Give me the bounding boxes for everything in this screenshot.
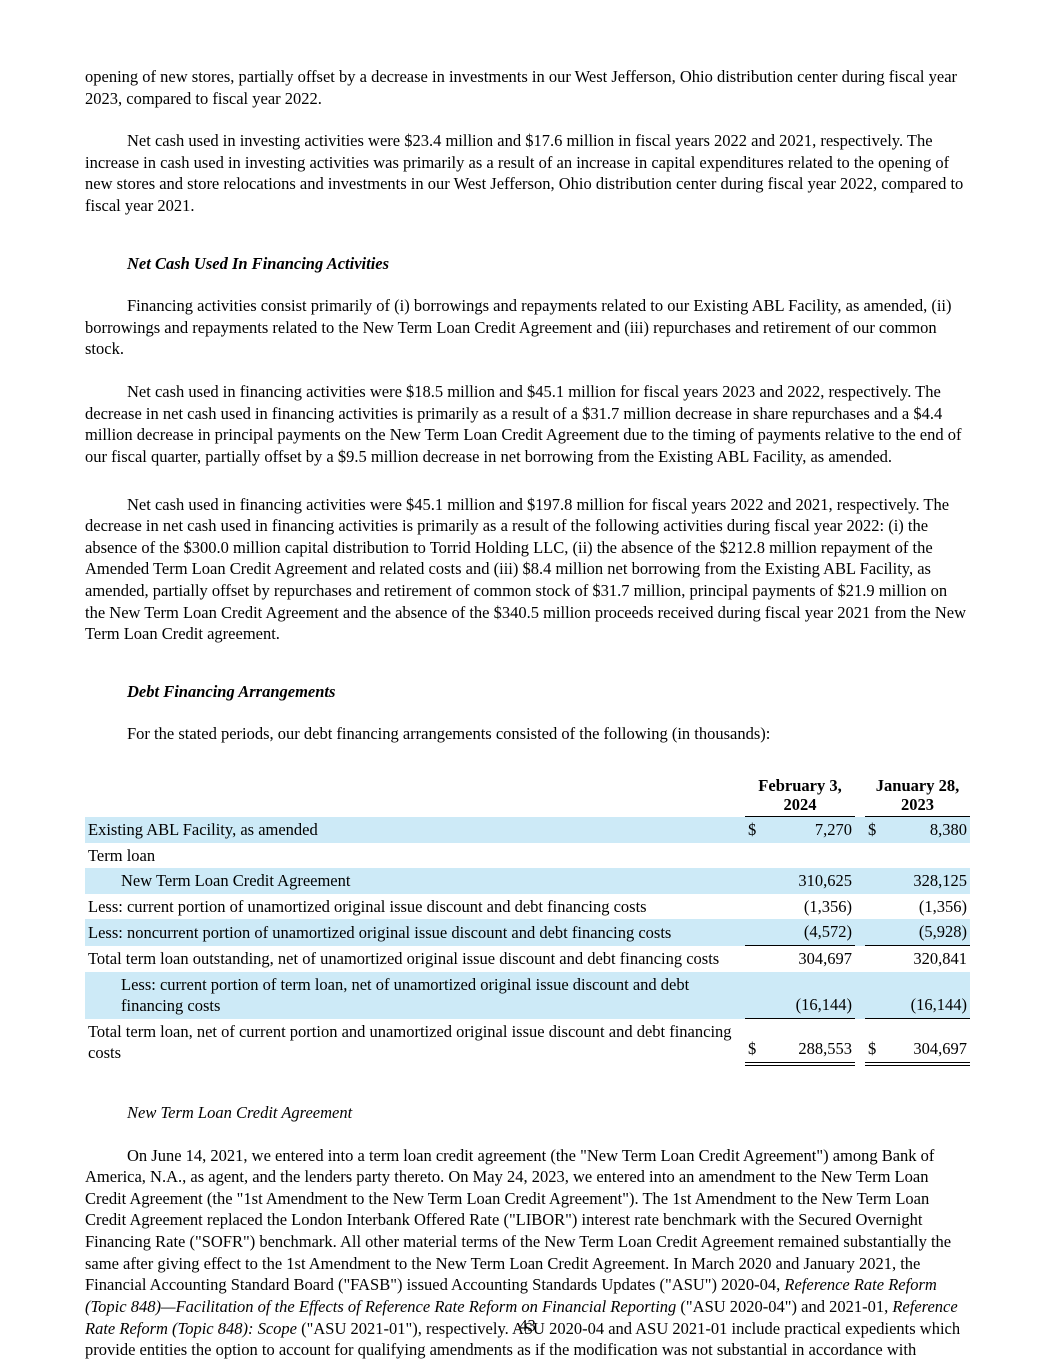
table-header-row: February 3, 2024 January 28, 2023 <box>85 776 970 817</box>
amount-value: (1,356) <box>803 896 852 916</box>
dollar-sign: $ <box>748 1039 757 1059</box>
agreement-citation-asu-2020-04: Reference Rate Reform (Topic 848)—Facili… <box>85 1275 937 1316</box>
row-label: Existing ABL Facility, as amended <box>88 819 318 839</box>
table-row-term-loan: Term loan <box>85 843 970 869</box>
agreement-citation-debt: Debt <box>416 1362 448 1365</box>
table-row-existing-abl: Existing ABL Facility, as amended $7,270… <box>85 816 970 843</box>
heading-debt-financing-arrangements: Debt Financing Arrangements <box>127 681 336 701</box>
agreement-text-part: On June 14, 2021, we entered into a term… <box>85 1145 952 1295</box>
amount-value: (1,356) <box>918 896 967 916</box>
debt-financing-table: February 3, 2024 January 28, 2023 Existi… <box>85 776 970 1067</box>
table-row-less-current-oid: Less: current portion of unamortized ori… <box>85 894 970 920</box>
amount-cell: (16,144) <box>865 972 970 1019</box>
column-header-feb-2024: February 3, 2024 <box>745 776 855 817</box>
dollar-sign: $ <box>868 819 877 839</box>
amount-value: (16,144) <box>795 995 852 1015</box>
agreement-citation-asu-2021-01: Reference Rate Reform (Topic 848): Scope <box>85 1296 958 1338</box>
amount-cell: (5,928) <box>865 919 970 946</box>
amount-value: 320,841 <box>913 949 967 968</box>
amount-cell: (1,356) <box>745 894 855 920</box>
heading-net-cash-financing: Net Cash Used In Financing Activities <box>127 253 390 273</box>
amount-cell: $304,697 <box>865 1019 970 1067</box>
table-row-new-term-loan: New Term Loan Credit Agreement 310,625 3… <box>85 868 970 894</box>
heading-new-term-loan-agreement: New Term Loan Credit Agreement <box>127 1103 353 1123</box>
amount-value: 304,697 <box>913 1039 967 1059</box>
amount-value: 288,553 <box>798 1039 852 1059</box>
row-label: Total term loan, net of current portion … <box>88 1021 732 1063</box>
paragraph-financing-3: Net cash used in financing activities we… <box>85 494 966 644</box>
amount-cell: $8,380 <box>865 817 970 843</box>
amount-cell <box>865 843 970 869</box>
table-row-less-noncurrent-oid: Less: noncurrent portion of unamortized … <box>85 919 970 946</box>
paragraph-financing-2: Net cash used in financing activities we… <box>85 382 962 466</box>
amount-cell: (1,356) <box>865 894 970 920</box>
amount-value: 304,697 <box>798 949 852 968</box>
column-header-jan-2023: January 28, 2023 <box>865 776 970 817</box>
paragraph-investing-activities: Net cash used in investing activities we… <box>85 131 964 216</box>
amount-value: 328,125 <box>913 871 967 891</box>
row-label: Less: current portion of unamortized ori… <box>88 896 647 916</box>
row-label: Less: noncurrent portion of unamortized … <box>88 923 672 943</box>
amount-cell: $288,553 <box>745 1019 855 1067</box>
amount-value: 8,380 <box>929 819 967 839</box>
agreement-text-part: ("ASU 2020-04") and 2021-01, <box>676 1296 893 1316</box>
row-label: New Term Loan Credit Agreement <box>121 871 351 891</box>
amount-cell: $7,270 <box>745 817 855 843</box>
dollar-sign: $ <box>868 1039 877 1059</box>
amount-cell: 328,125 <box>865 868 970 894</box>
amount-value: (5,928) <box>918 922 967 942</box>
amount-cell: (4,572) <box>745 919 855 946</box>
amount-value: 310,625 <box>798 871 852 891</box>
paragraph-opening-continuation: opening of new stores, partially offset … <box>85 67 958 108</box>
table-row-less-current-term-loan: Less: current portion of term loan, net … <box>85 971 970 1019</box>
table-row-total-term-loan-net: Total term loan, net of current portion … <box>85 1019 970 1067</box>
agreement-text-part: . We elected this <box>448 1362 556 1365</box>
paragraph-table-intro: For the stated periods, our debt financi… <box>127 724 771 744</box>
amount-cell <box>745 843 855 869</box>
page-number: 43 <box>519 1316 536 1336</box>
amount-cell: 320,841 <box>865 946 970 972</box>
dollar-sign: $ <box>748 819 757 839</box>
table-row-total-term-loan-outstanding: Total term loan outstanding, net of unam… <box>85 946 970 972</box>
amount-value: (4,572) <box>803 922 852 942</box>
paragraph-financing-1: Financing activities consist primarily o… <box>85 296 952 359</box>
row-label: Less: current portion of term loan, net … <box>121 974 690 1016</box>
row-label: Term loan <box>88 845 156 865</box>
amount-cell: 304,697 <box>745 946 855 972</box>
agreement-text-part: ("ASU 2021-01"), respectively. ASU 2020-… <box>85 1318 961 1365</box>
row-label: Total term loan outstanding, net of unam… <box>88 949 720 968</box>
paragraph-new-term-loan: On June 14, 2021, we entered into a term… <box>85 1145 970 1365</box>
amount-cell: 310,625 <box>745 868 855 894</box>
amount-value: (16,144) <box>910 995 967 1015</box>
amount-cell: (16,144) <box>745 972 855 1019</box>
amount-value: 7,270 <box>814 819 852 839</box>
